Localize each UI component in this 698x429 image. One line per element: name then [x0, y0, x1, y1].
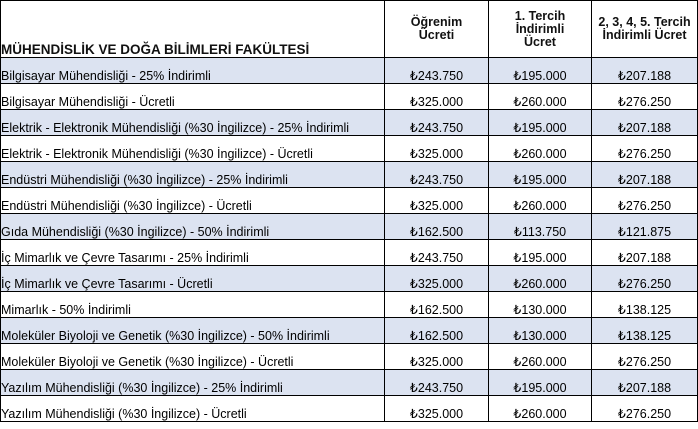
first-preference-fee-cell: ₺195.000	[488, 239, 592, 266]
tuition-fee-cell: ₺162.500	[384, 213, 489, 240]
other-preference-fee-cell: ₺207.188	[591, 161, 698, 188]
other-preference-column-header: 2, 3, 4, 5. Tercih İndirimli Ücret	[591, 0, 698, 58]
table-row: Elektrik - Elektronik Mühendisliği (%30 …	[0, 135, 698, 162]
first-preference-fee-cell: ₺260.000	[488, 135, 592, 162]
program-name-cell: Bilgisayar Mühendisliği - 25% İndirimli	[0, 57, 385, 84]
first-preference-fee-cell: ₺195.000	[488, 57, 592, 84]
tuition-fee-cell: ₺162.500	[384, 317, 489, 344]
tuition-fee-cell: ₺325.000	[384, 83, 489, 110]
other-preference-fee-cell: ₺207.188	[591, 109, 698, 136]
first-pref-header-line-1: 1. Tercih	[514, 8, 566, 23]
program-name-cell: Endüstri Mühendisliği (%30 İngilizce) - …	[0, 187, 385, 214]
other-preference-fee-cell: ₺121.875	[591, 213, 698, 240]
other-preference-fee-cell: ₺207.188	[591, 57, 698, 84]
other-preference-fee-cell: ₺138.125	[591, 291, 698, 318]
first-preference-fee-cell: ₺260.000	[488, 187, 592, 214]
other-pref-header-line-2: İndirimli Ücret	[602, 28, 687, 42]
tuition-fee-cell: ₺243.750	[384, 109, 489, 136]
first-preference-fee-cell: ₺260.000	[488, 395, 592, 422]
table-row: Yazılım Mühendisliği (%30 İngilizce) - 2…	[0, 369, 698, 396]
table-row: Endüstri Mühendisliği (%30 İngilizce) - …	[0, 187, 698, 214]
tuition-fee-cell: ₺325.000	[384, 265, 489, 292]
table-header-row: MÜHENDİSLİK VE DOĞA BİLİMLERİ FAKÜLTESİ …	[0, 0, 698, 58]
tuition-header-line-1: Öğrenim	[410, 15, 463, 29]
tuition-fee-cell: ₺325.000	[384, 135, 489, 162]
first-preference-fee-cell: ₺130.000	[488, 317, 592, 344]
table-row: İç Mimarlık ve Çevre Tasarımı - Ücretli ₺…	[0, 265, 698, 292]
first-pref-header-line-2: İndirimli	[515, 21, 565, 36]
program-name-cell: Moleküler Biyoloji ve Genetik (%30 İngil…	[0, 317, 385, 344]
table-body: Bilgisayar Mühendisliği - 25% İndirimli ₺…	[0, 57, 698, 422]
table-row: Endüstri Mühendisliği (%30 İngilizce) - …	[0, 161, 698, 188]
other-preference-fee-cell: ₺207.188	[591, 239, 698, 266]
tuition-header-line-2: Ücreti	[418, 28, 455, 42]
other-preference-fee-cell: ₺276.250	[591, 135, 698, 162]
other-preference-fee-cell: ₺276.250	[591, 83, 698, 110]
first-preference-column-header: 1. Tercih İndirimli Ücret	[488, 0, 592, 58]
table-row: Gıda Mühendisliği (%30 İngilizce) - 50% …	[0, 213, 698, 240]
table-row: Moleküler Biyoloji ve Genetik (%30 İngil…	[0, 317, 698, 344]
table-row: Moleküler Biyoloji ve Genetik (%30 İngil…	[0, 343, 698, 370]
program-name-cell: Endüstri Mühendisliği (%30 İngilizce) - …	[0, 161, 385, 188]
program-name-cell: Elektrik - Elektronik Mühendisliği (%30 …	[0, 109, 385, 136]
first-preference-fee-cell: ₺195.000	[488, 369, 592, 396]
program-name-cell: Gıda Mühendisliği (%30 İngilizce) - 50% …	[0, 213, 385, 240]
program-name-cell: Mimarlık - 50% İndirimli	[0, 291, 385, 318]
other-pref-header-line-1: 2, 3, 4, 5. Tercih	[598, 15, 691, 29]
program-name-cell: İç Mimarlık ve Çevre Tasarımı - 25% İndi…	[0, 239, 385, 266]
first-preference-fee-cell: ₺195.000	[488, 161, 592, 188]
table-row: İç Mimarlık ve Çevre Tasarımı - 25% İndi…	[0, 239, 698, 266]
program-name-cell: Yazılım Mühendisliği (%30 İngilizce) - Ü…	[0, 395, 385, 422]
first-pref-header-line-3: Ücret	[524, 34, 556, 49]
other-preference-fee-cell: ₺207.188	[591, 369, 698, 396]
table-row: Bilgisayar Mühendisliği - Ücretli ₺325.00…	[0, 83, 698, 110]
first-preference-fee-cell: ₺260.000	[488, 265, 592, 292]
tuition-fee-cell: ₺243.750	[384, 161, 489, 188]
other-preference-fee-cell: ₺138.125	[591, 317, 698, 344]
other-preference-fee-cell: ₺276.250	[591, 343, 698, 370]
first-preference-fee-cell: ₺113.750	[488, 213, 592, 240]
tuition-fee-cell: ₺325.000	[384, 187, 489, 214]
other-preference-fee-cell: ₺276.250	[591, 187, 698, 214]
tuition-fee-cell: ₺243.750	[384, 57, 489, 84]
program-name-cell: Bilgisayar Mühendisliği - Ücretli	[0, 83, 385, 110]
table-row: Yazılım Mühendisliği (%30 İngilizce) - Ü…	[0, 395, 698, 422]
faculty-title: MÜHENDİSLİK VE DOĞA BİLİMLERİ FAKÜLTESİ	[0, 0, 385, 58]
table-row: Bilgisayar Mühendisliği - 25% İndirimli ₺…	[0, 57, 698, 84]
tuition-fee-cell: ₺325.000	[384, 343, 489, 370]
program-name-cell: Yazılım Mühendisliği (%30 İngilizce) - 2…	[0, 369, 385, 396]
program-name-cell: Moleküler Biyoloji ve Genetik (%30 İngil…	[0, 343, 385, 370]
first-preference-fee-cell: ₺130.000	[488, 291, 592, 318]
tuition-fee-cell: ₺243.750	[384, 369, 489, 396]
other-preference-fee-cell: ₺276.250	[591, 265, 698, 292]
tuition-fee-cell: ₺325.000	[384, 395, 489, 422]
program-name-cell: İç Mimarlık ve Çevre Tasarımı - Ücretli	[0, 265, 385, 292]
other-preference-fee-cell: ₺276.250	[591, 395, 698, 422]
program-name-cell: Elektrik - Elektronik Mühendisliği (%30 …	[0, 135, 385, 162]
first-preference-fee-cell: ₺195.000	[488, 109, 592, 136]
first-preference-fee-cell: ₺260.000	[488, 343, 592, 370]
table-row: Elektrik - Elektronik Mühendisliği (%30 …	[0, 109, 698, 136]
tuition-fee-cell: ₺162.500	[384, 291, 489, 318]
first-preference-fee-cell: ₺260.000	[488, 83, 592, 110]
table-row: Mimarlık - 50% İndirimli ₺162.500 ₺130.000…	[0, 291, 698, 318]
tuition-column-header: Öğrenim Ücreti	[384, 0, 489, 58]
tuition-fee-cell: ₺243.750	[384, 239, 489, 266]
